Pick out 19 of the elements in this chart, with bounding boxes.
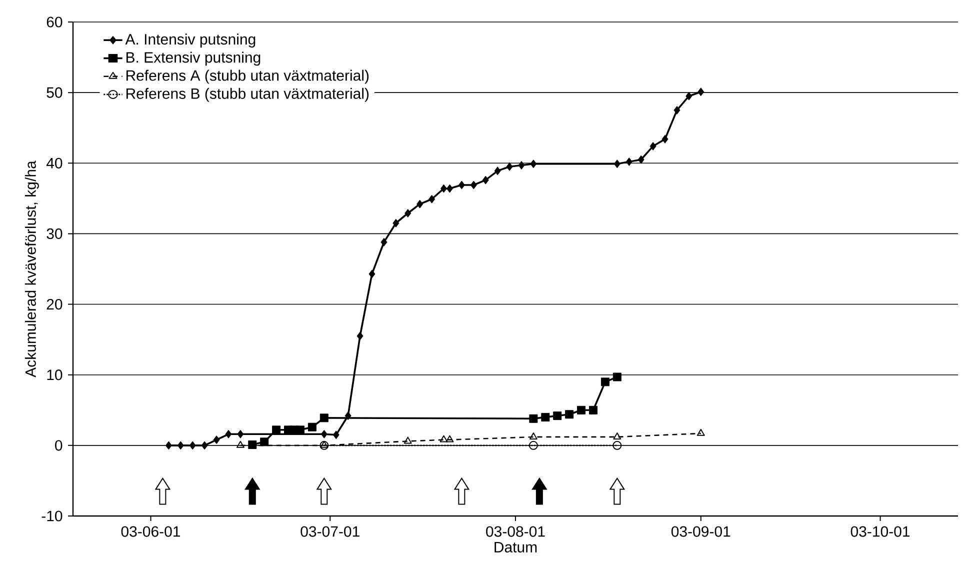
y-tick-label: 30 <box>46 228 62 240</box>
legend-label: A. Intensiv putsning <box>125 34 256 48</box>
y-axis-title: Ackumulerad kväveförlust, kg/ha <box>24 160 39 378</box>
y-tick-label: -10 <box>42 510 62 522</box>
y-tick-label: 0 <box>55 440 62 451</box>
legend-label: B. Extensiv putsning <box>126 52 260 66</box>
legend-label: Referens B (stubb utan växtmaterial) <box>126 88 369 102</box>
x-tick-label: 03-06-01 <box>121 526 180 537</box>
x-tick-label: 03-09-01 <box>671 526 730 537</box>
x-tick-label: 03-08-01 <box>486 526 545 537</box>
y-tick-label: 10 <box>47 370 62 380</box>
y-tick-label: 40 <box>46 158 62 168</box>
x-tick-label: 03-07-01 <box>300 526 360 537</box>
y-tick-label: 60 <box>46 16 62 28</box>
y-tick-label: 50 <box>46 87 62 98</box>
x-axis-title: Datum <box>494 542 537 552</box>
legend-label: Referens A (stubb utan växtmaterial) <box>126 70 369 84</box>
x-tick-label: 03-10-01 <box>850 526 910 537</box>
y-tick-label: 20 <box>46 298 62 310</box>
